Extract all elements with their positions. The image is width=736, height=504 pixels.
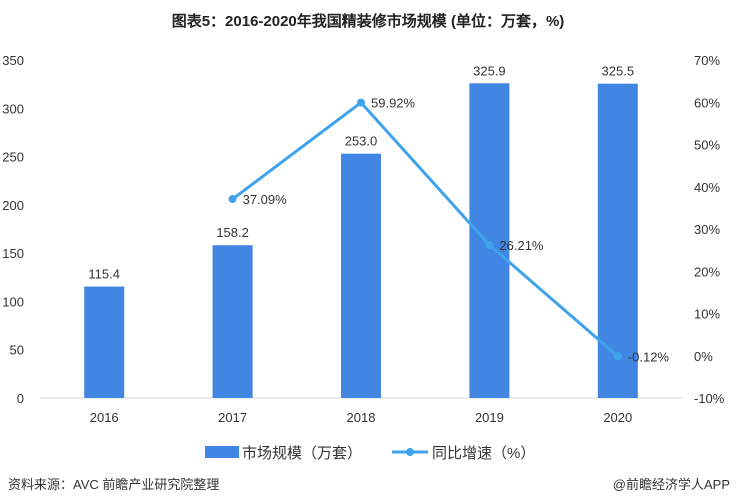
chart-title: 图表5：2016-2020年我国精装修市场规模 (单位：万套，%) (171, 13, 565, 30)
source-note: 资料来源：AVC 前瞻产业研究院整理 (8, 477, 220, 492)
left-tick-label: 0 (17, 391, 24, 406)
right-tick-label: 30% (694, 222, 720, 237)
left-tick-label: 250 (2, 150, 24, 165)
right-tick-label: 50% (694, 138, 720, 153)
legend-bar-swatch (205, 446, 239, 458)
left-tick-label: 300 (2, 101, 24, 116)
line-point (228, 195, 237, 204)
right-tick-label: 10% (694, 307, 720, 322)
right-tick-label: 70% (694, 53, 720, 68)
bar-label: 325.9 (473, 63, 506, 78)
line-point (485, 241, 494, 250)
bar (469, 83, 510, 398)
line-label: 37.09% (243, 192, 288, 207)
credit-note: @前瞻经济学人APP (612, 477, 730, 492)
bar-label: 325.5 (602, 64, 635, 79)
right-tick-label: 20% (694, 264, 720, 279)
left-tick-label: 350 (2, 53, 24, 68)
left-tick-label: 100 (2, 294, 24, 309)
line-label: 26.21% (499, 238, 544, 253)
line-point (357, 98, 365, 107)
right-tick-label: 60% (694, 95, 720, 110)
bar-label: 253.0 (345, 134, 378, 149)
x-tick-label: 2019 (475, 410, 504, 425)
line-point (613, 352, 622, 361)
right-tick-label: -10% (694, 391, 725, 406)
bar (212, 245, 253, 398)
left-tick-label: 150 (2, 246, 24, 261)
left-tick-label: 50 (10, 343, 24, 358)
line-label: -0.12% (628, 349, 670, 364)
right-tick-label: 0% (694, 349, 713, 364)
legend-bar-label: 市场规模（万套） (242, 445, 362, 462)
x-tick-label: 2016 (90, 410, 119, 425)
line-label: 59.92% (371, 96, 416, 111)
bar (341, 153, 381, 398)
x-tick-label: 2017 (218, 410, 247, 425)
bar-label: 115.4 (88, 267, 120, 282)
legend-line-marker (406, 448, 414, 456)
bar-label: 158.2 (216, 225, 249, 240)
chart: 0 50 100 150 200 250 300 350 -10% 0% 10% 20% 30% 40% 5… (2, 53, 725, 462)
x-tick-label: 2018 (347, 410, 376, 425)
line-series (231, 100, 619, 358)
x-tick-label: 2020 (603, 410, 632, 425)
left-tick-label: 200 (2, 198, 24, 213)
bar (84, 286, 125, 398)
legend-line-label: 同比增速（%） (432, 445, 535, 462)
right-tick-label: 40% (694, 180, 720, 195)
